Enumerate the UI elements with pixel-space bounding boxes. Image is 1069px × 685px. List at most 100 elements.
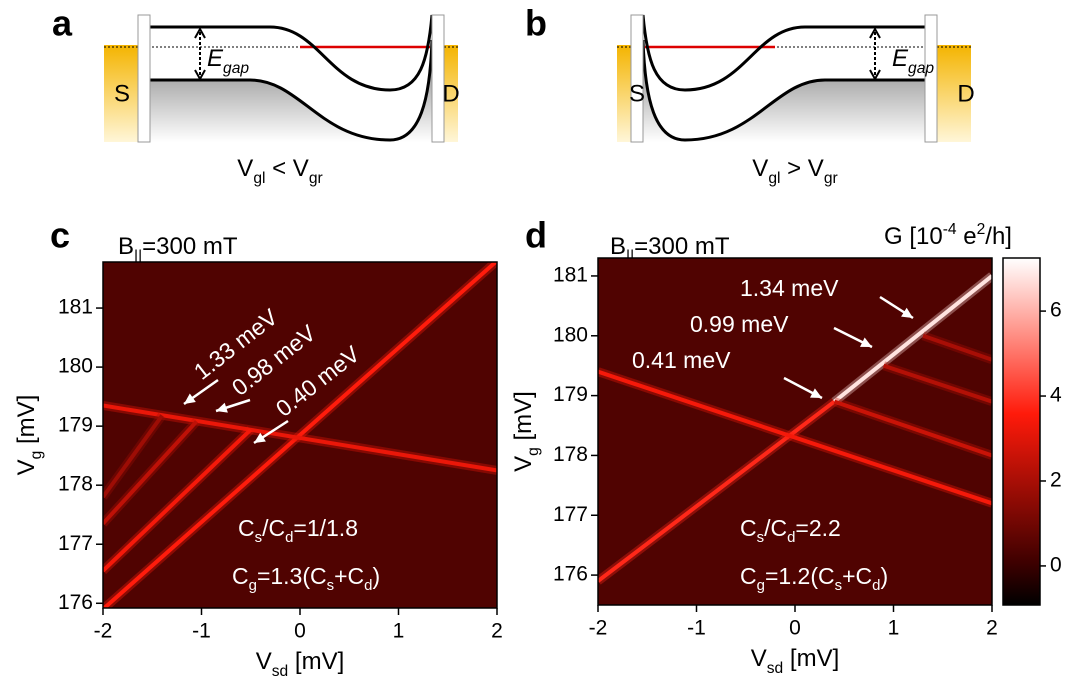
- text-part: d: [364, 577, 372, 594]
- text-part: [mV]: [288, 648, 344, 675]
- resonance-line: [833, 274, 992, 404]
- text-part: ||: [134, 248, 142, 265]
- text-part: V: [752, 155, 768, 182]
- text-part: gl: [253, 170, 265, 187]
- y-axis-label: Vg [mV]: [13, 395, 44, 476]
- x-tick-label: -1: [192, 620, 211, 643]
- colorbar-tick-label: 4: [1050, 384, 1062, 407]
- text-part: =300 mT: [634, 233, 730, 260]
- text-part: g: [525, 447, 542, 456]
- resonance-line: [922, 333, 992, 362]
- y-tick-label: 177: [58, 532, 93, 555]
- y-tick-label: 179: [58, 414, 93, 437]
- text-part: V: [237, 155, 253, 182]
- resonance-line: [103, 262, 497, 608]
- y-tick-label: 177: [553, 503, 588, 526]
- text-part: V: [13, 459, 40, 475]
- text-part: /h]: [985, 223, 1012, 250]
- text-part: [mV]: [783, 645, 839, 672]
- x-tick-label: -1: [687, 617, 706, 640]
- x-tick-label: 0: [294, 620, 306, 643]
- x-axis-label: Vsd [mV]: [256, 648, 345, 679]
- text-part: V: [256, 648, 272, 675]
- text-part: 2: [977, 221, 986, 238]
- x-tick-label: 2: [491, 620, 503, 643]
- y-axis-label: Vg [mV]: [510, 391, 541, 472]
- text-part: E: [207, 45, 224, 72]
- text-part: C: [238, 515, 255, 541]
- y-tick-label: 179: [553, 383, 588, 406]
- y-tick-label: 178: [58, 473, 93, 496]
- text-part: [mV]: [13, 395, 40, 451]
- drain-label: D: [957, 80, 974, 107]
- text-part: < V: [265, 155, 308, 182]
- text-part: s: [255, 529, 262, 546]
- text-part: ||: [626, 248, 634, 265]
- y-tick-label: 176: [553, 563, 588, 586]
- arrow-head: [901, 307, 913, 318]
- annotation: Cg=1.2(Cs+Cd): [740, 563, 888, 594]
- caption: Vgl > Vgr: [752, 155, 837, 186]
- panel-label: b: [525, 3, 547, 44]
- colorbar-label: G [10-4 e2/h]: [884, 221, 1012, 251]
- resonance-line: [598, 399, 836, 583]
- y-tick-label: 181: [58, 296, 93, 319]
- text-part: gr: [824, 170, 838, 187]
- gap-label: Egap: [207, 45, 249, 76]
- text-part: g: [28, 451, 45, 460]
- text-part: d: [285, 529, 293, 546]
- resonance-line: [598, 369, 992, 506]
- annotation: 0.41 meV: [632, 347, 731, 373]
- panel-label: a: [52, 3, 73, 44]
- text-part: =2.2: [795, 515, 840, 541]
- text-part: e: [957, 223, 977, 250]
- x-tick-label: -2: [589, 617, 608, 640]
- text-part: B: [118, 233, 134, 260]
- text-part: +C: [334, 563, 364, 589]
- text-part: V: [751, 645, 767, 672]
- text-part: gl: [768, 170, 780, 187]
- text-part: +C: [842, 563, 872, 589]
- text-part: g: [757, 577, 765, 594]
- annotation: 1.34 meV: [740, 275, 839, 301]
- text-part: E: [892, 45, 909, 72]
- gap-label: Egap: [892, 45, 934, 76]
- x-tick-label: 2: [986, 617, 998, 640]
- text-part: =1/1.8: [293, 515, 358, 541]
- arrow-head: [254, 432, 266, 443]
- text-part: -4: [943, 221, 957, 238]
- caption: Vgl < Vgr: [237, 155, 322, 186]
- text-part: s: [327, 577, 334, 594]
- source-label: S: [629, 80, 645, 107]
- text-part: d: [872, 577, 880, 594]
- annotation: Cs/Cd=2.2: [740, 515, 841, 546]
- text-part: V: [510, 456, 537, 472]
- annotation: 0.99 meV: [690, 311, 789, 337]
- panel-label: d: [525, 215, 547, 256]
- x-tick-label: 1: [888, 617, 900, 640]
- text-part: /C: [764, 515, 787, 541]
- text-part: C: [740, 563, 757, 589]
- text-part: sd: [767, 660, 783, 677]
- text-part: gap: [223, 60, 249, 77]
- text-part: gr: [309, 170, 323, 187]
- source-label: S: [114, 80, 130, 107]
- chart-title: B||=300 mT: [118, 233, 238, 264]
- x-tick-label: 0: [789, 617, 801, 640]
- x-tick-label: 1: [393, 620, 405, 643]
- arrow-head: [184, 393, 196, 404]
- text-part: ): [372, 563, 380, 589]
- annotation: Cg=1.3(Cs+Cd): [232, 563, 380, 594]
- annotation: Cs/Cd=1/1.8: [238, 515, 358, 546]
- text-part: s: [757, 529, 764, 546]
- y-tick-label: 180: [553, 323, 588, 346]
- text-part: ): [880, 563, 888, 589]
- text-part: =1.3(C: [257, 563, 327, 589]
- resonance-line: [103, 403, 497, 473]
- y-tick-label: 180: [58, 355, 93, 378]
- chart-title: B||=300 mT: [610, 233, 730, 264]
- resonance-line: [833, 399, 992, 458]
- text-part: C: [232, 563, 249, 589]
- text-part: =1.2(C: [765, 563, 835, 589]
- text-part: [mV]: [510, 391, 537, 447]
